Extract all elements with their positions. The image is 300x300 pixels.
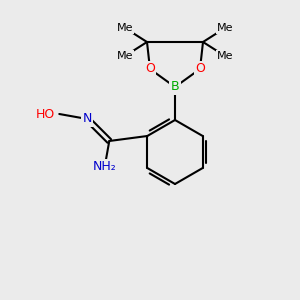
- Text: N: N: [82, 112, 92, 125]
- Text: Me: Me: [117, 23, 133, 33]
- Text: NH₂: NH₂: [92, 160, 116, 173]
- Text: Me: Me: [217, 51, 233, 61]
- Text: Me: Me: [117, 51, 133, 61]
- Text: B: B: [171, 80, 179, 94]
- Text: HO: HO: [36, 107, 55, 121]
- Text: O: O: [145, 62, 155, 76]
- Text: Me: Me: [217, 23, 233, 33]
- Text: O: O: [195, 62, 205, 76]
